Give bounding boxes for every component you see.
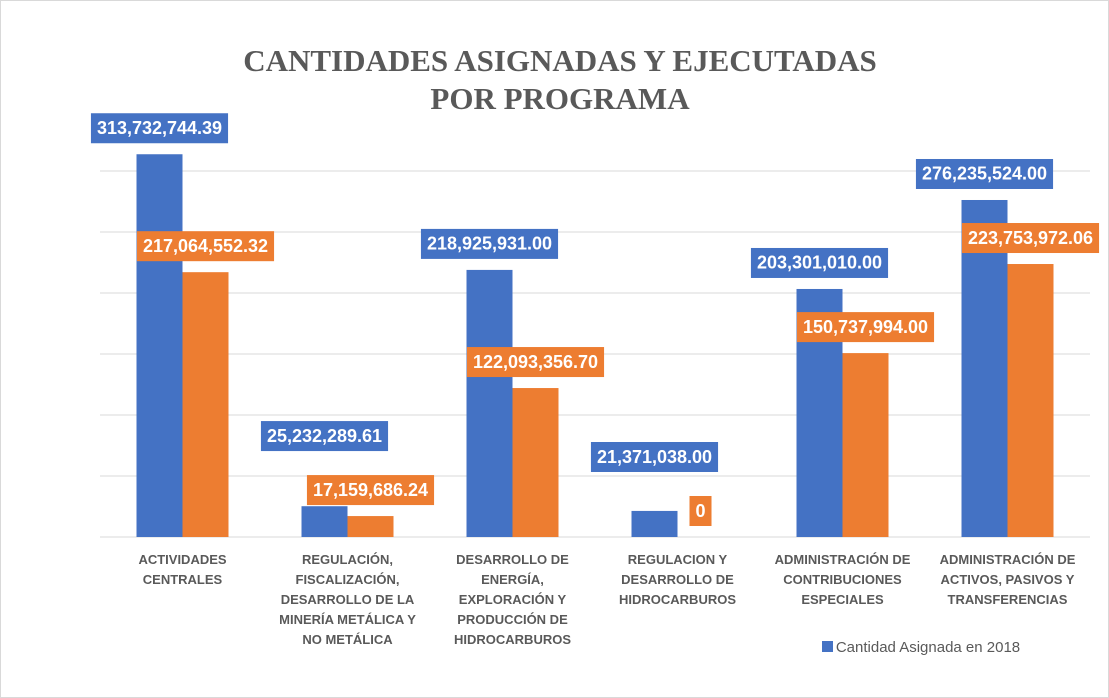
- value-label-box: [306, 475, 435, 506]
- value-label: 276,235,524.00: [922, 164, 1047, 184]
- bar: [1007, 264, 1054, 537]
- value-label-box: [961, 223, 1100, 254]
- value-label: 0: [695, 501, 705, 521]
- value-label-box: [466, 347, 605, 378]
- x-tick-label: DESARROLLO DE ENERGÍA, EXPLORACIÓN Y PRODUC…: [454, 552, 571, 647]
- legend-swatch: [822, 641, 833, 652]
- x-tick-label: REGULACIÓN, FISCALIZACIÓN, DESARROLLO DE L…: [279, 552, 416, 647]
- value-label: 25,232,289.61: [267, 426, 382, 446]
- x-tick-label: ADMINISTRACIÓN DE ACTIVOS, PASIVOS Y TRANS…: [940, 552, 1076, 607]
- x-tick-label: ADMINISTRACIÓN DE CONTRIBUCIONES ESPECIALE…: [775, 552, 911, 607]
- bar: [512, 388, 559, 537]
- value-label-box: [689, 496, 712, 526]
- bar: [842, 353, 889, 537]
- legend-label: Cantidad Asignada en 2018: [836, 639, 1020, 656]
- value-label-box: [90, 113, 229, 144]
- value-label-box: [136, 231, 275, 262]
- bar: [961, 199, 1008, 537]
- bar: [182, 272, 229, 537]
- value-label-box: [915, 158, 1054, 189]
- bar: [466, 269, 513, 537]
- x-tick-label: REGULACION Y DESARROLLO DE HIDROCARBUROS: [619, 552, 736, 607]
- value-label: 313,732,744.39: [97, 118, 222, 138]
- value-label: 217,064,552.32: [143, 236, 268, 256]
- value-label: 21,371,038.00: [597, 447, 712, 467]
- bar: [347, 516, 394, 537]
- bar: [136, 154, 183, 538]
- value-label: 150,737,994.00: [803, 317, 928, 337]
- value-label: 203,301,010.00: [757, 253, 882, 273]
- bar: [301, 506, 348, 537]
- x-tick-label: ACTIVIDADES CENTRALES: [138, 552, 226, 587]
- value-label-box: [750, 247, 889, 278]
- value-label: 223,753,972.06: [968, 228, 1093, 248]
- value-label: 218,925,931.00: [427, 234, 552, 254]
- value-label-box: [590, 442, 719, 472]
- value-label-box: [420, 228, 559, 259]
- value-label: 17,159,686.24: [313, 480, 428, 500]
- value-label-box: [796, 312, 935, 343]
- bar: [631, 510, 678, 537]
- value-label-box: [260, 421, 389, 452]
- chart-title: CANTIDADES ASIGNADAS Y EJECUTADAS POR PRO…: [243, 43, 877, 116]
- value-label: 122,093,356.70: [473, 352, 598, 372]
